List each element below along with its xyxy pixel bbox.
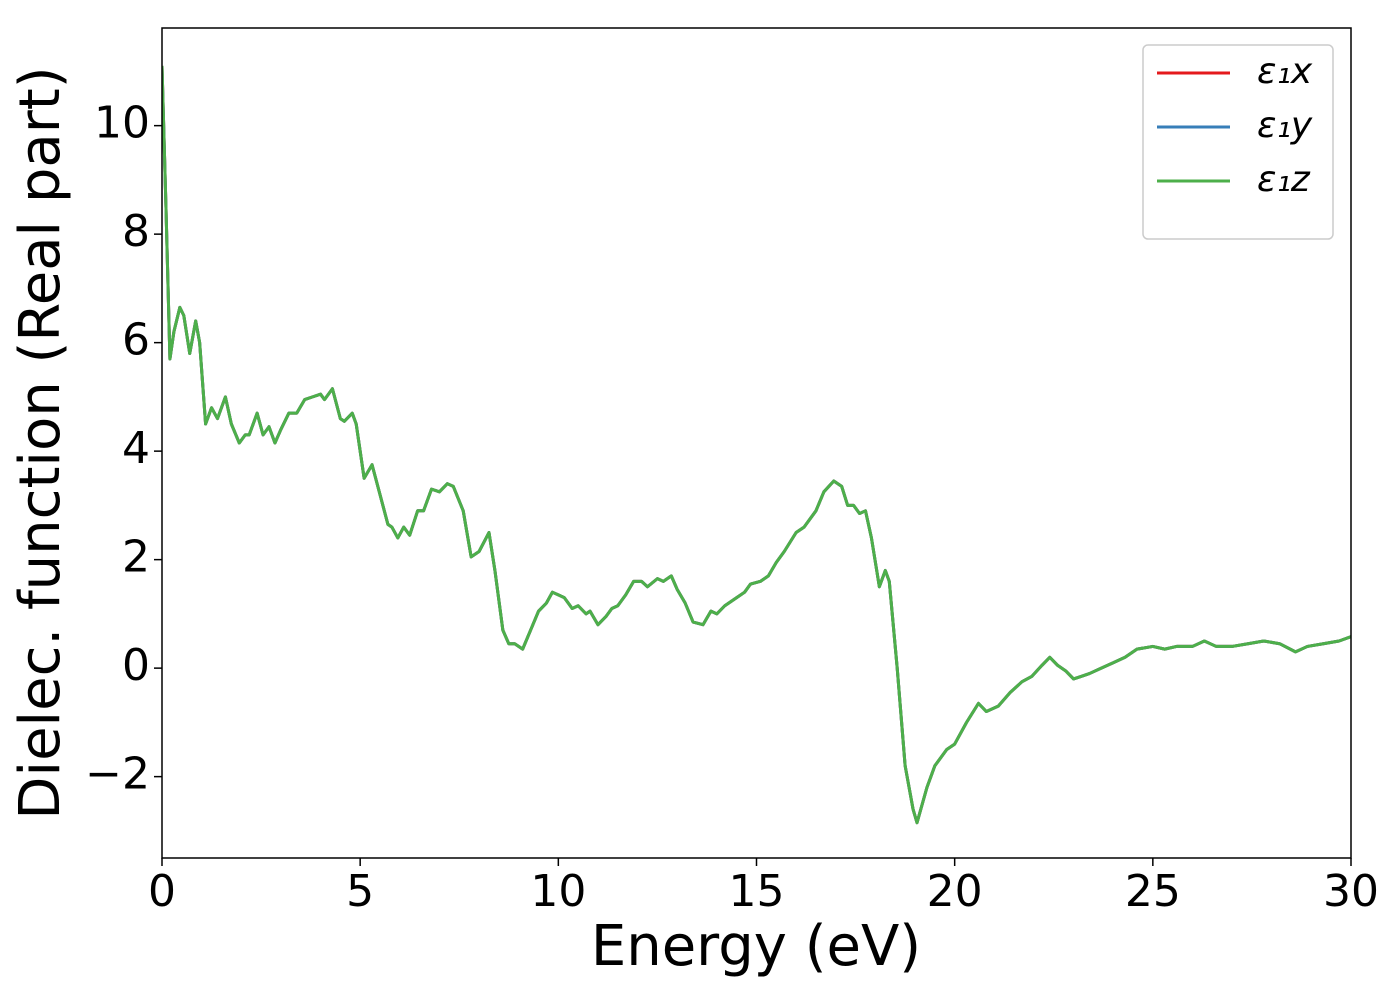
x-tick-label: 25 [1125,866,1181,917]
x-tick-label: 10 [530,866,586,917]
legend-label: ε₁z [1257,159,1311,200]
y-axis-label: Dielec. function (Real part) [8,66,73,819]
x-tick-label: 20 [927,866,983,917]
legend-label: ε₁x [1257,51,1313,92]
x-tick-label: 15 [729,866,785,917]
y-tick-label: 6 [122,315,150,366]
y-tick-label: 10 [94,98,150,149]
y-tick-label: 8 [122,206,150,257]
legend-box [1142,44,1334,240]
y-tick-label: 0 [122,640,150,691]
plot-frame [161,27,1352,859]
y-tick-label: −2 [85,749,150,800]
legend-label: ε₁y [1257,105,1313,146]
y-tick-label: 4 [122,423,150,474]
x-tick-label: 30 [1323,866,1379,917]
x-axis-label: Energy (eV) [591,914,921,979]
y-tick-label: 2 [122,532,150,583]
x-tick-label: 5 [346,866,374,917]
data-line [162,65,1351,825]
x-tick-label: 0 [148,866,176,917]
